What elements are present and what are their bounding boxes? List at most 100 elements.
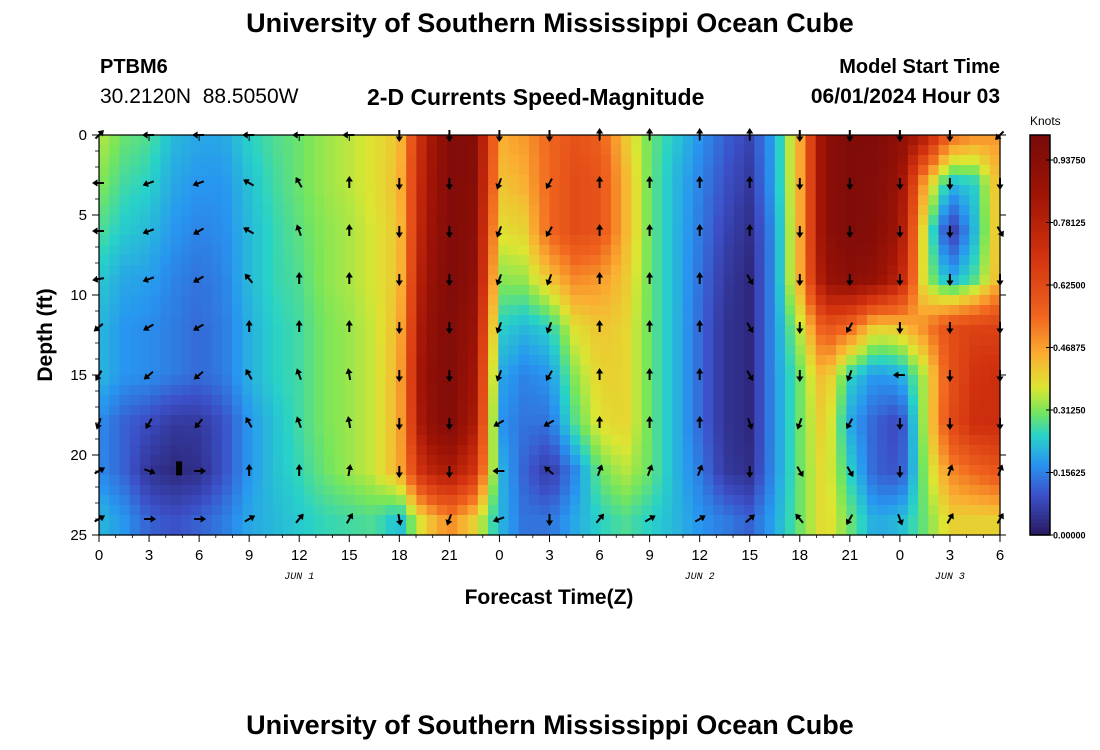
current-arrow [295,272,303,284]
heat-cell [477,175,489,186]
heat-cell [283,455,295,466]
heat-cell [887,185,899,196]
arrow-head [492,467,498,475]
heat-cell [314,405,325,416]
heat-cell [610,345,622,356]
heat-cell [457,425,469,436]
heat-cell [580,285,592,296]
speed-min-marker [176,461,183,476]
heat-cell [139,175,151,186]
heat-cell [600,195,612,206]
heat-cell [385,435,397,446]
heat-cell [600,175,612,186]
heat-cell [426,415,438,426]
heat-cell [232,315,243,326]
heat-cell [170,415,182,426]
heat-cell [426,475,438,486]
arrow-head [797,470,804,478]
heat-cell [518,385,530,396]
heat-cell [948,165,960,176]
heat-cell [211,425,223,436]
heat-cell [959,195,970,206]
colorbar-segment [1030,455,1050,460]
current-arrow [845,514,854,526]
heat-cell [395,285,407,296]
heat-cell [303,245,315,256]
heat-cell [682,385,694,396]
heat-cell [610,135,622,146]
heat-cell [232,345,243,356]
heat-cell [262,215,274,226]
heat-cell [354,235,366,246]
x-tick-label: 18 [791,547,808,564]
heat-cell [774,245,786,256]
heat-cell [764,305,776,316]
heat-cell [242,305,254,316]
heat-cell [303,385,315,396]
current-arrow [543,419,555,427]
heat-cell [129,155,141,166]
heat-cell [805,265,817,276]
heat-cell [641,155,653,166]
colorbar-segment [1030,231,1050,236]
heat-cell [897,235,909,246]
heat-cell [723,425,735,436]
heat-cell [354,505,366,516]
heat-cell [539,315,551,326]
heat-cell [733,165,745,176]
heat-cell [334,275,346,286]
heat-cell [416,275,428,286]
heat-cell [795,315,807,326]
heat-cell [170,165,182,176]
arrow-head [845,422,853,430]
heat-cell [129,345,141,356]
heat-cell [119,305,131,316]
heat-cell [457,495,469,506]
heat-cell [436,375,448,386]
heat-cell [682,435,694,446]
heat-cell [529,305,540,316]
heat-cell [191,485,202,496]
heat-cell [273,465,284,476]
heat-cell [129,255,141,266]
product-title: 2-D Currents Speed-Magnitude [367,84,705,110]
arrow-head [747,326,754,334]
heat-cell [703,355,714,366]
heat-cell [457,485,469,496]
heat-cell [252,425,264,436]
heat-cell [109,435,121,446]
heat-cell [508,495,520,506]
heat-cell [662,285,673,296]
heat-cell [529,515,540,526]
heat-cell [662,175,673,186]
arrow-head [896,472,904,478]
heat-cell [385,255,397,266]
heat-cell [815,475,827,486]
heat-cell [784,525,796,536]
heat-cell [365,165,377,176]
heat-cell [928,165,940,176]
heat-cell [641,445,653,456]
arrow-head [545,230,552,238]
heat-cell [600,505,612,516]
heat-cell [723,465,735,476]
heat-cell [375,215,387,226]
arrow-head [696,368,704,374]
heat-cell [600,475,612,486]
heat-cell [733,325,745,336]
heat-cell [477,415,489,426]
heat-cell [395,255,407,266]
heat-cell [457,265,469,276]
heat-cell [672,505,684,516]
heat-cell [221,325,233,336]
heat-cell [498,145,510,156]
heat-cell [447,355,458,366]
heat-cell [846,215,858,226]
arrow-head [245,368,252,376]
heat-cell [488,495,499,506]
heat-cell [160,455,172,466]
heat-cell [703,425,714,436]
heat-cell [907,235,919,246]
heat-cell [744,505,755,516]
heat-cell [887,455,899,466]
